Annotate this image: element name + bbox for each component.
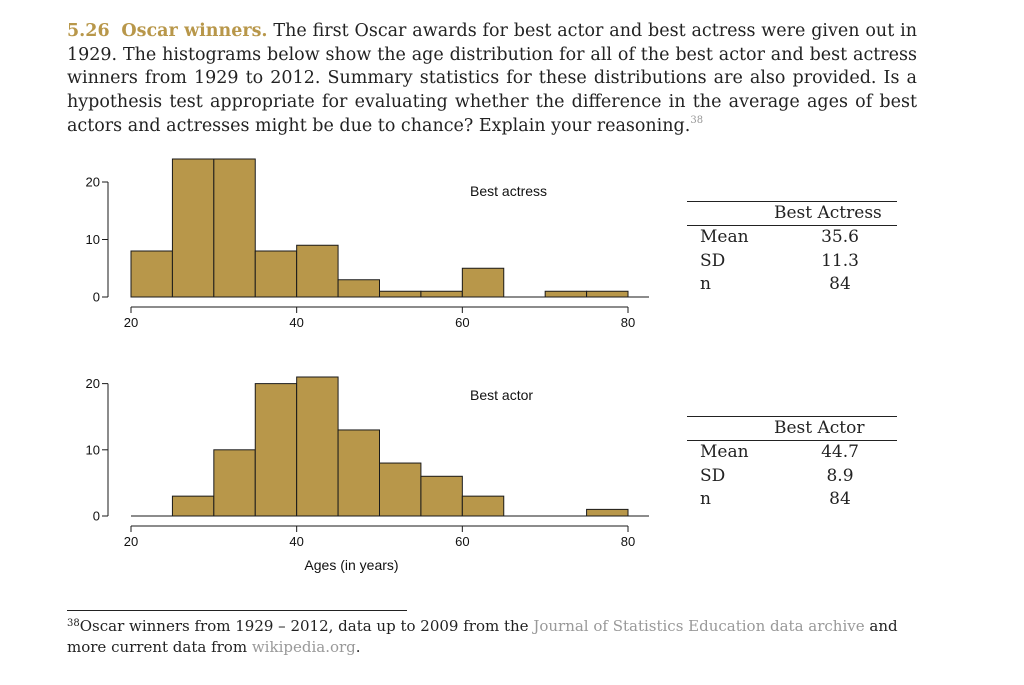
stats-row-sd: SD 8.9: [687, 465, 897, 489]
x-tick-label: 80: [621, 315, 635, 330]
footnote-text: .: [355, 637, 361, 656]
footnote-link-jse[interactable]: Journal of Statistics Education data arc…: [533, 617, 865, 635]
stats-label: Mean: [700, 227, 749, 247]
histogram-bar: [296, 376, 339, 517]
stats-table-best-actress: Best Actress Mean 35.6 SD 11.3 n 84: [687, 201, 897, 297]
x-tick-label: 20: [124, 534, 138, 549]
y-tick-label: 0: [93, 290, 100, 305]
histogram-bar: [337, 279, 381, 298]
histogram-bar: [171, 158, 215, 298]
x-tick-label: 80: [621, 534, 635, 549]
x-axis-label: Ages (in years): [304, 557, 398, 573]
histogram-bar: [130, 250, 173, 298]
histogram-bar: [586, 508, 629, 517]
stats-row-n: n 84: [687, 488, 897, 512]
footnote-reference[interactable]: 38: [690, 114, 704, 126]
histogram-bar: [296, 244, 339, 298]
histogram-bar: [544, 290, 588, 298]
stats-table-best-actor: Best Actor Mean 44.7 SD 8.9 n 84: [687, 416, 897, 512]
stats-header: Best Actress: [687, 202, 897, 226]
stats-value: 35.6: [821, 227, 859, 247]
stats-value: 44.7: [821, 442, 859, 462]
stats-row-mean: Mean 35.6: [687, 226, 897, 250]
y-tick-label: 20: [86, 376, 100, 391]
histogram-bar: [461, 495, 505, 517]
footnote-link-wikipedia[interactable]: wikipedia.org: [251, 637, 356, 656]
stats-row-mean: Mean 44.7: [687, 441, 897, 465]
stats-value: 8.9: [826, 465, 854, 486]
stats-value: 84: [829, 489, 851, 509]
footnote: 38Oscar winners from 1929 – 2012, data u…: [67, 616, 927, 657]
y-tick-label: 10: [86, 442, 100, 457]
histogram-bar: [337, 429, 381, 517]
stats-label: Mean: [700, 442, 749, 462]
x-tick-label: 40: [289, 315, 303, 330]
problem-number: 5.26: [67, 21, 110, 41]
stats-label: SD: [700, 465, 726, 486]
problem-title: Oscar winners.: [121, 21, 268, 41]
problem-statement: 5.26 Oscar winners. The first Oscar awar…: [67, 20, 917, 139]
footnote-divider: [67, 610, 407, 611]
histogram-bar: [213, 158, 256, 298]
histogram-bar: [171, 495, 215, 517]
stats-row-n: n 84: [687, 273, 897, 297]
histogram-bar: [586, 290, 629, 298]
footnote-text: Oscar winners from 1929 – 2012, data up …: [79, 617, 534, 635]
chart-title: Best actor: [470, 387, 533, 403]
histogram-bar: [461, 267, 505, 298]
x-tick-label: 40: [289, 534, 303, 549]
stats-label: SD: [700, 250, 726, 271]
stats-row-sd: SD 11.3: [687, 250, 897, 274]
histogram-bar: [254, 250, 298, 298]
histogram-bar: [420, 290, 463, 298]
stats-value: 11.3: [821, 250, 859, 271]
x-tick-label: 60: [455, 315, 469, 330]
y-tick-label: 0: [93, 509, 100, 524]
histogram-best-actor-svg: 0 10 20 20 40 60 80 Best actor Ages (in years): [86, 376, 649, 573]
stats-header: Best Actor: [687, 417, 897, 441]
stats-label: n: [700, 274, 711, 294]
y-tick-label: 20: [86, 175, 100, 190]
x-tick-label: 20: [124, 315, 138, 330]
footnote-text: and more current data from: [67, 617, 898, 656]
histogram-bar: [379, 462, 422, 517]
stats-value: 84: [829, 274, 851, 294]
histogram-best-actress: 0 10 20 20 40 60 80 Best actress: [60, 150, 660, 335]
chart-title: Best actress: [470, 183, 547, 199]
histogram-best-actor: 0 10 20 20 40 60 80 Best actor Ages (in years): [60, 368, 660, 578]
stats-label: n: [700, 489, 711, 509]
histogram-best-actress-svg: 0 10 20 20 40 60 80 Best actress: [86, 158, 649, 330]
x-tick-label: 60: [455, 534, 469, 549]
footnote-mark: 38: [67, 618, 80, 629]
problem-text: The first Oscar awards for best actor an…: [67, 21, 917, 136]
histogram-bar: [254, 383, 298, 517]
histogram-bar: [420, 475, 463, 517]
histogram-bar: [379, 290, 422, 298]
histogram-bar: [213, 449, 256, 517]
y-tick-label: 10: [86, 232, 100, 247]
